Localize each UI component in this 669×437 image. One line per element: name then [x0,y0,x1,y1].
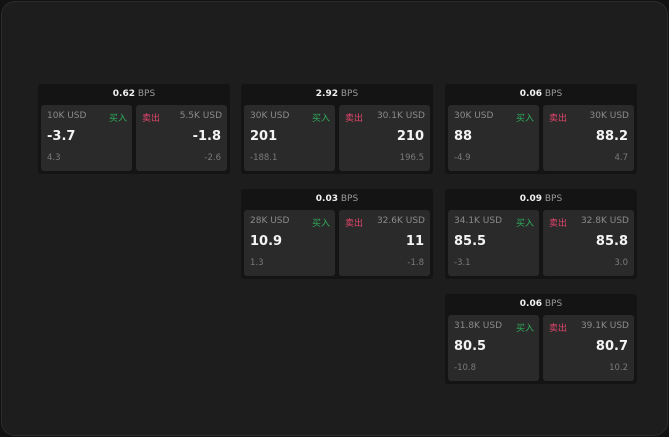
quote-card: 0.03 BPS 28K USD 买入 10.9 1.3 卖出 32.6K USD … [241,189,433,279]
ask-change: 10.2 [609,363,628,373]
bid-size: 31.8K USD [454,321,503,331]
buy-button[interactable]: 31.8K USD 买入 80.5 -10.8 [448,315,539,381]
sell-button[interactable]: 卖出 32.8K USD 85.8 3.0 [543,210,634,276]
sell-button[interactable]: 卖出 39.1K USD 80.7 10.2 [543,315,634,381]
spread-unit: BPS [340,89,359,99]
sell-label: 卖出 [549,324,568,334]
ask-change: 3.0 [614,258,628,268]
spread-header: 0.06 BPS [445,294,637,314]
sell-label: 卖出 [549,114,568,124]
ask-size: 30K USD [589,111,629,121]
quote-card: 0.06 BPS 31.8K USD 买入 80.5 -10.8 卖出 39.1K … [445,294,637,384]
buy-label: 买入 [515,114,534,124]
bid-change: 1.3 [250,258,264,268]
spread-unit: BPS [544,89,563,99]
bid-change: 4.3 [47,153,61,163]
spread-header: 0.62 BPS [38,84,230,104]
spread-header: 0.06 BPS [445,84,637,104]
sell-label: 卖出 [142,114,161,124]
ask-price: 11 [405,234,424,249]
quote-card: 0.62 BPS 10K USD 买入 -3.7 4.3 卖出 5.5K USD -… [38,84,230,174]
sell-label: 卖出 [345,114,364,124]
buy-button[interactable]: 30K USD 买入 88 -4.9 [448,105,539,171]
buy-label: 买入 [311,219,330,229]
spread-unit: BPS [544,194,563,204]
spread-header: 0.09 BPS [445,189,637,209]
ask-price: 80.7 [595,339,628,354]
spread-header: 0.03 BPS [241,189,433,209]
sell-button[interactable]: 卖出 30K USD 88.2 4.7 [543,105,634,171]
sell-button[interactable]: 卖出 30.1K USD 210 196.5 [339,105,430,171]
spread-value: 0.03 [315,194,338,204]
ask-change: -1.8 [407,258,424,268]
sell-button[interactable]: 卖出 32.6K USD 11 -1.8 [339,210,430,276]
buy-button[interactable]: 34.1K USD 买入 85.5 -3.1 [448,210,539,276]
spread-value: 0.06 [519,89,542,99]
ask-change: 4.7 [614,153,628,163]
quote-card: 2.92 BPS 30K USD 买入 201 -188.1 卖出 30.1K US… [241,84,433,174]
ask-change: 196.5 [399,153,424,163]
buy-label: 买入 [515,219,534,229]
quote-card: 0.09 BPS 34.1K USD 买入 85.5 -3.1 卖出 32.8K U… [445,189,637,279]
buy-label: 买入 [311,114,330,124]
bid-size: 30K USD [250,111,290,121]
bid-price: 80.5 [454,339,487,354]
ask-size: 39.1K USD [580,321,629,331]
buy-label: 买入 [108,114,127,124]
bid-size: 10K USD [47,111,87,121]
buy-label: 买入 [515,324,534,334]
ask-price: 210 [396,129,424,144]
bid-change: -4.9 [454,153,471,163]
spread-value: 2.92 [315,89,338,99]
buy-button[interactable]: 28K USD 买入 10.9 1.3 [244,210,335,276]
bid-change: -10.8 [454,363,476,373]
bid-size: 34.1K USD [454,216,503,226]
bid-change: -188.1 [250,153,278,163]
ask-size: 32.6K USD [376,216,425,226]
ask-size: 32.8K USD [580,216,629,226]
bid-price: 85.5 [454,234,487,249]
bid-price: 10.9 [250,234,283,249]
ask-price: 88.2 [595,129,628,144]
bid-size: 28K USD [250,216,290,226]
spread-value: 0.06 [519,299,542,309]
buy-button[interactable]: 10K USD 买入 -3.7 4.3 [41,105,132,171]
sell-button[interactable]: 卖出 5.5K USD -1.8 -2.6 [136,105,227,171]
ask-price: 85.8 [595,234,628,249]
spread-value: 0.62 [112,89,135,99]
bid-price: -3.7 [47,129,76,144]
ask-change: -2.6 [204,153,221,163]
ask-price: -1.8 [192,129,221,144]
sell-label: 卖出 [345,219,364,229]
spread-unit: BPS [544,299,563,309]
bid-change: -3.1 [454,258,471,268]
spread-header: 2.92 BPS [241,84,433,104]
ask-size: 30.1K USD [376,111,425,121]
spread-value: 0.09 [519,194,542,204]
quote-card: 0.06 BPS 30K USD 买入 88 -4.9 卖出 30K USD 88.… [445,84,637,174]
sell-label: 卖出 [549,219,568,229]
bid-price: 88 [454,129,473,144]
ask-size: 5.5K USD [179,111,222,121]
spread-unit: BPS [137,89,156,99]
bid-price: 201 [250,129,278,144]
buy-button[interactable]: 30K USD 买入 201 -188.1 [244,105,335,171]
spread-unit: BPS [340,194,359,204]
bid-size: 30K USD [454,111,494,121]
